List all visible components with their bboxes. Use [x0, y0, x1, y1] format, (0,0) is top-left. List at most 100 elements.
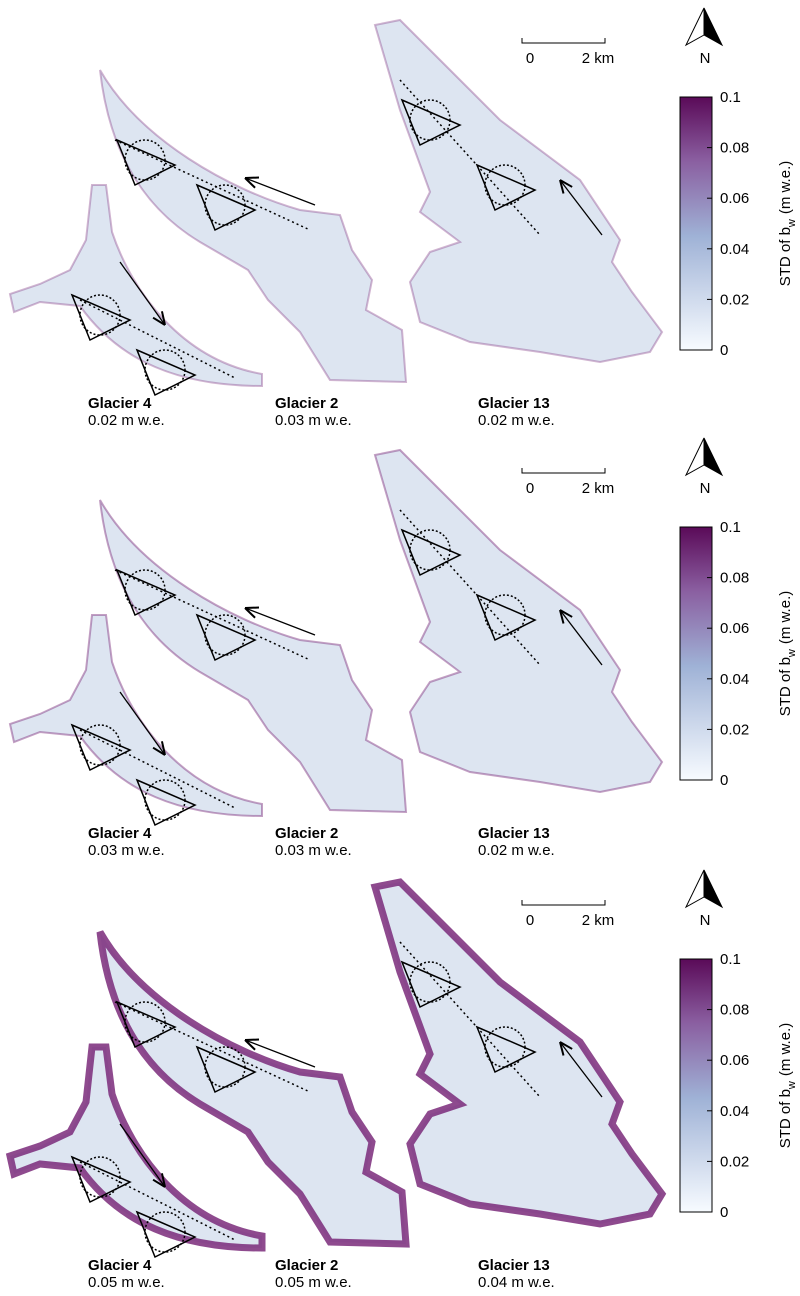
- colorbar-label-text: STD of b: [777, 227, 794, 286]
- colorbar-label: STD of bw (m w.e.): [777, 1023, 798, 1148]
- survey-triangle: [115, 1000, 177, 1049]
- survey-triangle: [195, 613, 257, 662]
- north-arrow-fill: [703, 7, 724, 47]
- colorbar-tick-label: 0.08: [720, 570, 749, 587]
- survey-triangle: [115, 568, 177, 617]
- colorbar-tick-label: 0.02: [720, 1153, 749, 1170]
- glacier-value: 0.05 m w.e.: [88, 1274, 165, 1291]
- survey-line: [114, 569, 311, 661]
- survey-line: [79, 729, 236, 809]
- flow-arrow: [119, 261, 166, 326]
- flow-arrow-head: [152, 1173, 166, 1188]
- survey-triangle: [115, 138, 177, 187]
- flow-arrow: [559, 179, 603, 236]
- scale-bar: [521, 468, 606, 474]
- flow-arrow-head: [244, 606, 260, 619]
- colorbar-label-unit: (m w.e.): [777, 161, 794, 214]
- survey-triangle: [195, 183, 257, 232]
- flow-arrow-head: [559, 609, 573, 624]
- survey-triangle: [195, 1045, 257, 1094]
- north-arrow-fill: [703, 437, 724, 477]
- panel: 0 2 km N 0 0.02 0.04 0.06 0.08 0.1 STD of bw (m w.…: [8, 437, 798, 859]
- north-arrow: [684, 869, 705, 909]
- north-label: N: [700, 480, 711, 497]
- flow-arrow: [244, 1039, 316, 1068]
- survey-line: [79, 1161, 236, 1241]
- survey-line: [79, 299, 236, 379]
- flow-arrow: [559, 609, 603, 666]
- scale-bar-start: 0: [526, 912, 534, 929]
- colorbar-tick-label: 0: [720, 342, 728, 359]
- colorbar-label-text: STD of b: [777, 657, 794, 716]
- colorbar-tick-label: 0.1: [720, 519, 741, 536]
- survey-line: [114, 139, 311, 231]
- glacier-name: Glacier 13: [478, 825, 550, 842]
- colorbar-label-subscript: w: [786, 649, 798, 658]
- colorbar-tick-label: 0.04: [720, 241, 749, 258]
- colorbar-label: STD of bw (m w.e.): [777, 591, 798, 716]
- colorbar-tick-label: 0.02: [720, 291, 749, 308]
- north-label: N: [700, 912, 711, 929]
- flow-arrow: [119, 1123, 166, 1188]
- colorbar-tick-label: 0: [720, 772, 728, 789]
- scale-bar-end: 2 km: [582, 480, 615, 497]
- flow-arrow-head: [152, 741, 166, 756]
- colorbar: [679, 96, 713, 351]
- scale-bar: [521, 38, 606, 44]
- glacier-value: 0.02 m w.e.: [88, 412, 165, 429]
- glacier-outline: [99, 499, 408, 814]
- flow-arrow: [559, 1041, 603, 1098]
- colorbar-tick-label: 0.04: [720, 1103, 749, 1120]
- glacier-name: Glacier 13: [478, 1257, 550, 1274]
- scale-bar: [521, 900, 606, 906]
- north-arrow: [684, 7, 705, 47]
- flow-arrow-head: [244, 1038, 260, 1051]
- scale-bar-start: 0: [526, 480, 534, 497]
- colorbar-label-unit: (m w.e.): [777, 591, 794, 644]
- colorbar-tick-label: 0: [720, 1204, 728, 1221]
- glacier-name: Glacier 2: [275, 825, 338, 842]
- flow-arrow-head: [244, 176, 260, 189]
- scale-bar-end: 2 km: [582, 50, 615, 67]
- glacier-value: 0.03 m w.e.: [88, 842, 165, 859]
- colorbar-tick-label: 0.02: [720, 721, 749, 738]
- glacier-outline: [373, 18, 664, 364]
- glacier-value: 0.03 m w.e.: [275, 842, 352, 859]
- north-arrow: [684, 437, 705, 477]
- glacier-name: Glacier 13: [478, 395, 550, 412]
- flow-arrow-head: [152, 311, 166, 326]
- glacier-outline: [99, 69, 408, 384]
- colorbar-tick-label: 0.06: [720, 1052, 749, 1069]
- survey-triangle: [400, 98, 462, 147]
- survey-triangle: [70, 723, 132, 772]
- survey-triangle: [400, 960, 462, 1009]
- survey-triangle: [475, 593, 537, 642]
- colorbar-label-text: STD of b: [777, 1089, 794, 1148]
- glacier-name: Glacier 2: [275, 1257, 338, 1274]
- colorbar-label-subscript: w: [786, 219, 798, 228]
- glacier-name: Glacier 2: [275, 395, 338, 412]
- panel: 0 2 km N 0 0.02 0.04 0.06 0.08 0.1 STD of bw (m w.…: [5, 869, 798, 1291]
- colorbar: [679, 526, 713, 781]
- colorbar-tick-label: 0.1: [720, 951, 741, 968]
- colorbar-tick-label: 0.06: [720, 190, 749, 207]
- north-label: N: [700, 50, 711, 67]
- glacier-value: 0.02 m w.e.: [478, 412, 555, 429]
- colorbar-tick-label: 0.08: [720, 140, 749, 157]
- survey-triangle: [475, 163, 537, 212]
- panel: 0 2 km N 0 0.02 0.04 0.06 0.08 0.1 STD of bw (m w.…: [8, 7, 798, 429]
- survey-triangle: [475, 1025, 537, 1074]
- survey-triangle: [400, 528, 462, 577]
- flow-arrow-head: [559, 1041, 573, 1056]
- colorbar-label: STD of bw (m w.e.): [777, 161, 798, 286]
- flow-arrow: [244, 607, 316, 636]
- glacier-value: 0.04 m w.e.: [478, 1274, 555, 1291]
- glacier-name: Glacier 4: [88, 1257, 152, 1274]
- colorbar-tick-label: 0.06: [720, 620, 749, 637]
- survey-triangle: [135, 1210, 197, 1259]
- survey-line: [114, 1001, 311, 1093]
- flow-arrow-head: [559, 179, 573, 194]
- colorbar-tick-label: 0.1: [720, 89, 741, 106]
